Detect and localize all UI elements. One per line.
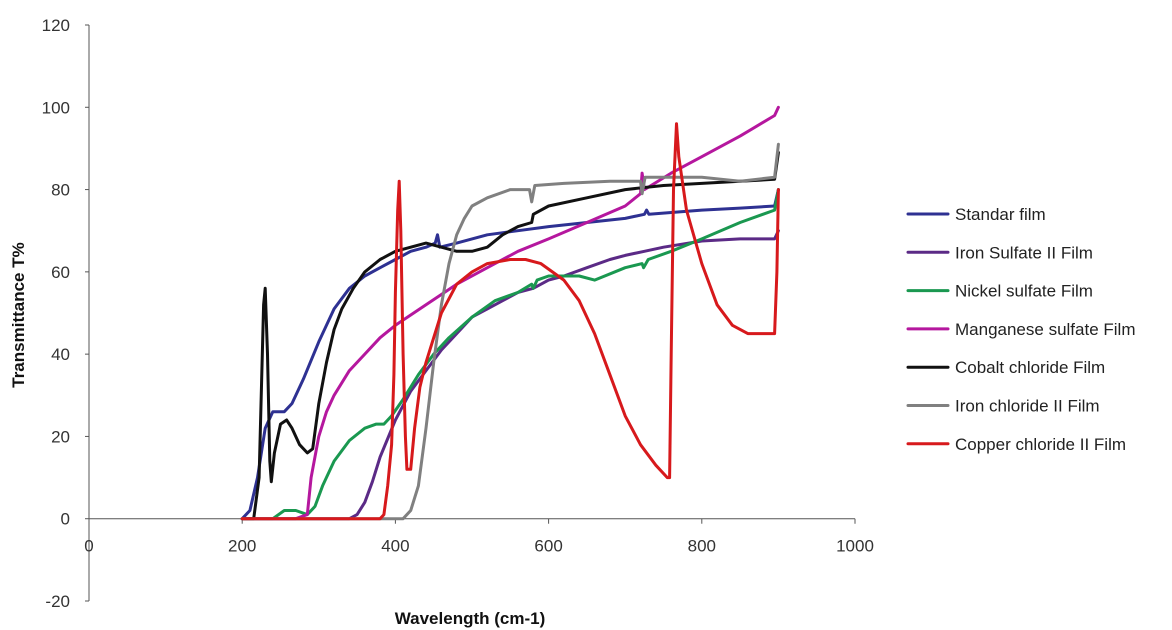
y-tick-label: 40 [51,345,70,364]
y-tick-label: 80 [51,181,70,200]
x-tick-label: 1000 [836,537,874,556]
y-tick-label: 100 [42,98,70,117]
legend-label-iron-sulfate-ii-film: Iron Sulfate II Film [955,243,1093,262]
legend-label-cobalt-chloride-film: Cobalt chloride Film [955,358,1105,377]
legend-label-manganese-sulfate-film: Manganese sulfate Film [955,320,1135,339]
x-axis: 0 200 400 600 800 1000 [84,518,874,556]
series-line-cobalt-chloride-film [240,151,780,521]
legend-label-standar-film: Standar film [955,205,1046,224]
x-axis-title: Wavelength (cm-1) [395,609,546,628]
legend-label-iron-chloride-ii-film: Iron chloride II Film [955,397,1100,416]
x-tick-label: 400 [381,537,409,556]
y-tick-label: -20 [45,592,70,611]
x-tick-label: 0 [84,537,93,556]
legend: Standar film Iron Sulfate II Film Nickel s… [906,205,1135,454]
y-tick-label: 60 [51,263,70,282]
legend-label-nickel-sulfate-film: Nickel sulfate Film [955,282,1093,301]
x-tick-label: 200 [228,537,256,556]
y-axis: -20 0 20 40 60 80 100 120 [42,16,90,611]
series-line-manganese-sulfate-film [240,105,780,521]
series-line-iron-sulfate-ii-film [240,229,780,521]
x-tick-label: 600 [534,537,562,556]
x-tick-label: 800 [688,537,716,556]
y-tick-label: 0 [61,510,70,529]
series-line-nickel-sulfate-film [240,188,780,521]
series-line-copper-chloride-ii-film [240,122,780,521]
plot-area [240,105,780,521]
y-tick-label: 120 [42,16,70,35]
series-line-iron-chloride-ii-film [240,142,780,521]
y-axis-title: Transmittance T% [9,242,28,388]
legend-label-copper-chloride-ii-film: Copper chloride II Film [955,435,1126,454]
y-tick-label: 20 [51,427,70,446]
